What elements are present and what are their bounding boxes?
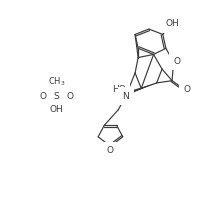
Text: O: O: [174, 57, 181, 66]
Text: CH$_3$: CH$_3$: [48, 76, 65, 88]
Text: O: O: [67, 92, 74, 101]
Text: O: O: [39, 92, 46, 101]
Text: S: S: [54, 92, 59, 101]
Text: O: O: [107, 146, 114, 155]
Text: N: N: [122, 92, 129, 101]
Text: OH: OH: [50, 105, 63, 114]
Text: O: O: [183, 85, 190, 94]
Text: HO: HO: [112, 85, 126, 94]
Text: OH: OH: [165, 19, 179, 28]
Polygon shape: [128, 83, 157, 94]
